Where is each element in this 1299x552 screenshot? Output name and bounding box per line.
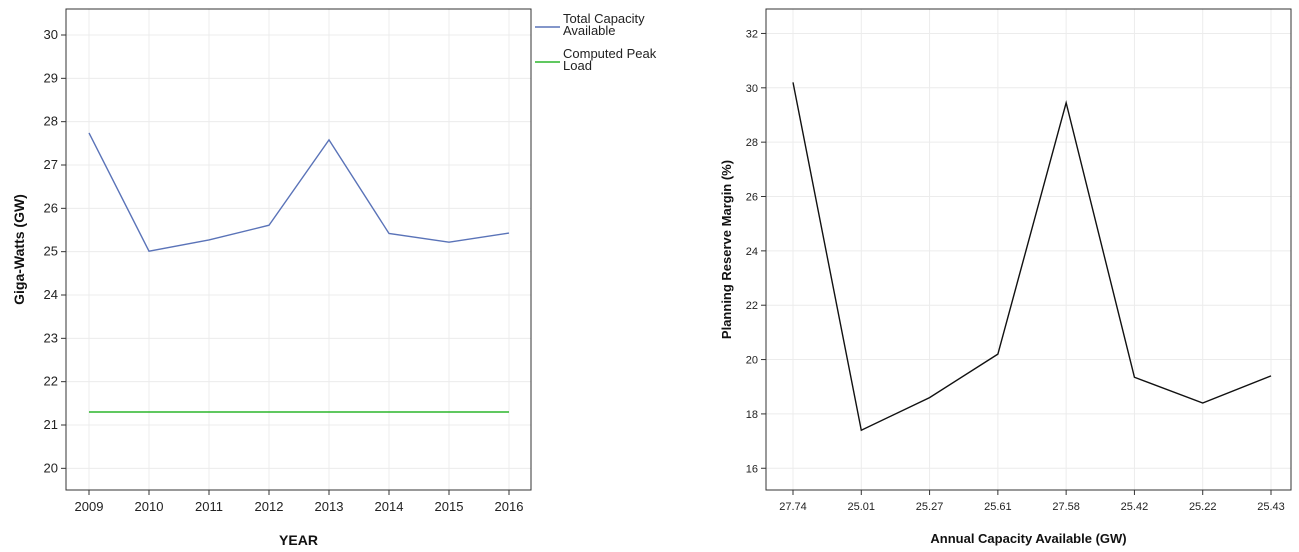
y-tick-label: 26 (44, 200, 58, 215)
x-tick-label: 2012 (255, 499, 284, 514)
x-tick-label: 2016 (495, 499, 524, 514)
y-tick-label: 24 (746, 246, 758, 258)
y-tick-label: 16 (746, 463, 758, 475)
y-tick-label: 23 (44, 330, 58, 345)
x-tick-label: 2009 (75, 499, 104, 514)
legend-label: Computed Peak (563, 46, 657, 61)
x-tick-label: 25.22 (1189, 501, 1217, 513)
series-line-0 (88, 132, 510, 253)
legend-label: Available (563, 23, 616, 38)
x-tick-label: 2013 (315, 499, 344, 514)
y-tick-label: 27 (44, 157, 58, 172)
y-tick-label: 28 (44, 114, 58, 129)
y-tick-label: 18 (746, 409, 758, 421)
x-tick-label: 2010 (135, 499, 164, 514)
y-tick-label: 32 (746, 28, 758, 40)
y-tick-label: 21 (44, 417, 58, 432)
x-tick-label: 2011 (195, 499, 223, 514)
x-tick-label: 25.27 (916, 501, 944, 513)
x-tick-label: 25.42 (1121, 501, 1149, 513)
legend-label: Total Capacity (563, 11, 645, 26)
plot-frame (765, 8, 1292, 491)
y-tick-label: 26 (746, 192, 758, 204)
x-axis-title: YEAR (279, 532, 318, 548)
y-tick-label: 25 (44, 244, 58, 259)
plot-frame (65, 8, 532, 491)
y-tick-label: 22 (746, 300, 758, 312)
x-tick-label: 27.74 (779, 501, 807, 513)
y-tick-label: 22 (44, 374, 58, 389)
y-axis-title: Planning Reserve Margin (%) (719, 160, 734, 339)
y-tick-label: 29 (44, 70, 58, 85)
legend-label: Load (563, 58, 592, 73)
series-line-0 (792, 82, 1272, 432)
chart-left: 20 21 22 23 24 25 26 27 28 29 30 2009 2010 2011 2012 20… (11, 8, 657, 548)
x-tick-label: 25.01 (848, 501, 876, 513)
y-tick-label: 20 (44, 460, 58, 475)
x-tick-label: 2015 (435, 499, 464, 514)
x-tick-label: 25.61 (984, 501, 1012, 513)
x-tick-label: 2014 (375, 499, 404, 514)
chart-right: 16 18 20 22 24 26 28 30 32 27.74 25.01 25.27 25.61 27… (719, 8, 1292, 546)
x-tick-label: 25.43 (1257, 501, 1285, 513)
y-tick-label: 28 (746, 137, 758, 149)
y-axis-title: Giga-Watts (GW) (11, 194, 27, 305)
y-tick-label: 24 (44, 287, 58, 302)
y-tick-label: 30 (746, 83, 758, 95)
x-tick-label: 27.58 (1052, 501, 1080, 513)
y-tick-label: 20 (746, 355, 758, 367)
x-axis-title: Annual Capacity Available (GW) (930, 531, 1126, 546)
y-tick-label: 30 (44, 27, 58, 42)
